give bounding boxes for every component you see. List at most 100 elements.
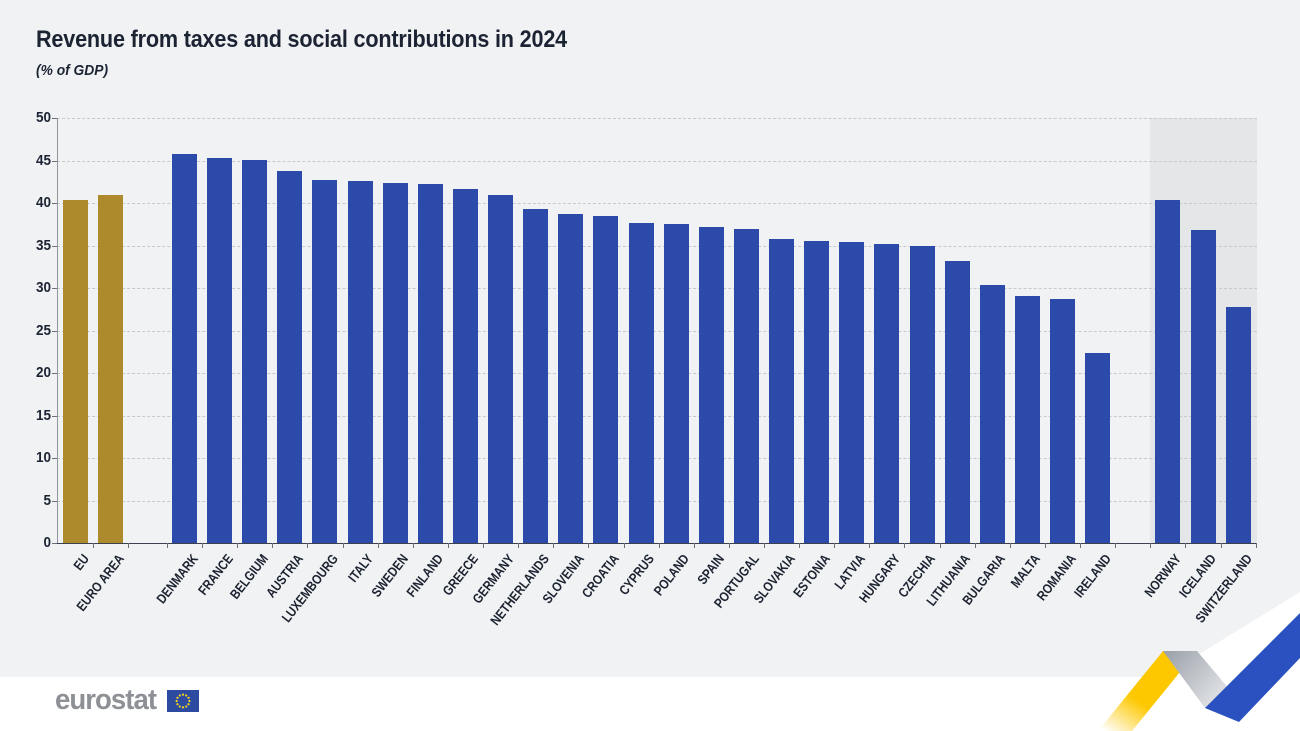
x-axis-tick [202,543,204,548]
x-axis-tick [974,543,976,548]
bar-france [207,157,233,543]
y-axis-label: 25 [35,321,51,339]
ribbon-decoration [1098,613,1300,731]
bar-greece [452,189,478,543]
gridline-5 [57,500,1257,502]
eu-flag-icon [167,689,200,712]
y-axis-tick [52,458,57,459]
x-axis-tick [166,543,168,548]
x-axis-tick [412,543,414,548]
y-axis-label: 20 [35,364,51,381]
x-axis-tick [1115,543,1117,548]
y-axis-label: 45 [35,151,51,169]
ribbon-yellow-stripe [1098,651,1197,731]
bar-latvia [839,242,865,543]
bar-luxembourg [312,180,338,543]
bar-ireland [1085,353,1111,543]
x-axis-tick [588,543,590,548]
x-axis-tick [93,543,95,548]
ribbon-silver-stripe [1163,651,1230,708]
y-axis-label: 0 [43,534,51,551]
y-axis-tick [52,160,57,162]
x-axis-tick [658,543,660,548]
x-axis-tick [377,543,379,548]
x-axis-tick [939,543,941,548]
x-axis-tick [483,543,485,548]
x-axis-tick [1009,543,1011,548]
bar-euro-area [98,195,124,543]
x-axis-tick [1149,543,1151,548]
bar-czechia [909,246,935,543]
bar-romania [1050,299,1075,543]
bar-croatia [593,215,619,543]
y-axis-label: 15 [35,406,51,424]
x-axis-tick [553,543,555,548]
y-axis-label: 5 [43,491,51,509]
bar-cyprus [628,223,654,543]
y-axis-tick [52,203,57,204]
x-axis-tick [623,543,625,548]
bar-spain [698,226,724,543]
bar-portugal [733,228,759,543]
x-axis-tick [728,543,730,548]
y-axis-tick [52,288,57,289]
x-axis-tick [869,543,871,548]
y-axis-label: 35 [35,236,51,254]
chart-title: Revenue from taxes and social contributi… [36,26,567,53]
x-axis-tick [237,543,239,548]
x-axis-tick [693,543,695,548]
x-axis-tick [799,543,801,548]
bar-norway [1155,200,1180,543]
y-axis-tick [52,415,57,417]
bar-estonia [804,241,830,543]
x-axis-tick [1185,543,1187,548]
bar-lithuania [944,260,970,543]
x-axis-tick [518,543,520,548]
gridline-10 [57,458,1257,459]
bar-austria [277,170,303,543]
x-axis-tick [763,543,765,548]
x-axis-tick [307,543,309,548]
gridline-35 [57,245,1257,247]
bar-slovakia [769,238,795,543]
gridline-50 [57,118,1257,119]
bar-sweden [382,182,408,543]
plot-area: 0 5 10 15 20 25 30 35 40 45 50 EU EURO AREA DENMARK FR… [36,109,1258,628]
x-axis-tick [447,543,449,548]
x-axis-tick [1256,543,1258,548]
bar-hungary [874,243,900,543]
x-axis-line [57,542,1257,544]
y-axis-label: 50 [35,109,51,126]
bar-poland [663,224,689,543]
bar-eu [63,199,88,543]
gridline-30 [57,288,1257,289]
bar-denmark [172,153,197,543]
gridline-15 [57,415,1257,417]
bar-netherlands [523,208,549,543]
y-axis-line [57,118,58,543]
y-axis-tick [52,373,57,374]
bar-belgium [242,159,268,543]
x-axis-tick [1080,543,1082,548]
x-axis-tick [1220,543,1222,548]
y-axis-label: 10 [35,449,51,466]
x-axis-tick [904,543,906,548]
y-axis-tick [52,500,57,502]
gridline-45 [57,160,1257,162]
gridline-40 [57,203,1257,204]
y-axis-label: 40 [35,194,51,211]
bar-slovenia [558,214,584,543]
bar-malta [1014,295,1040,543]
y-axis-tick [52,330,57,332]
x-axis-tick [272,543,274,548]
bar-switzerland [1226,306,1251,543]
x-axis-tick [834,543,836,548]
y-axis-label: 30 [35,279,51,296]
eurostat-logo: eurostat [55,684,200,716]
gridline-25 [57,330,1257,332]
x-axis-tick [342,543,344,548]
eurostat-logo-text: eurostat [55,684,157,716]
x-axis-tick [1044,543,1046,548]
chart-subtitle: (% of GDP) [36,62,109,79]
